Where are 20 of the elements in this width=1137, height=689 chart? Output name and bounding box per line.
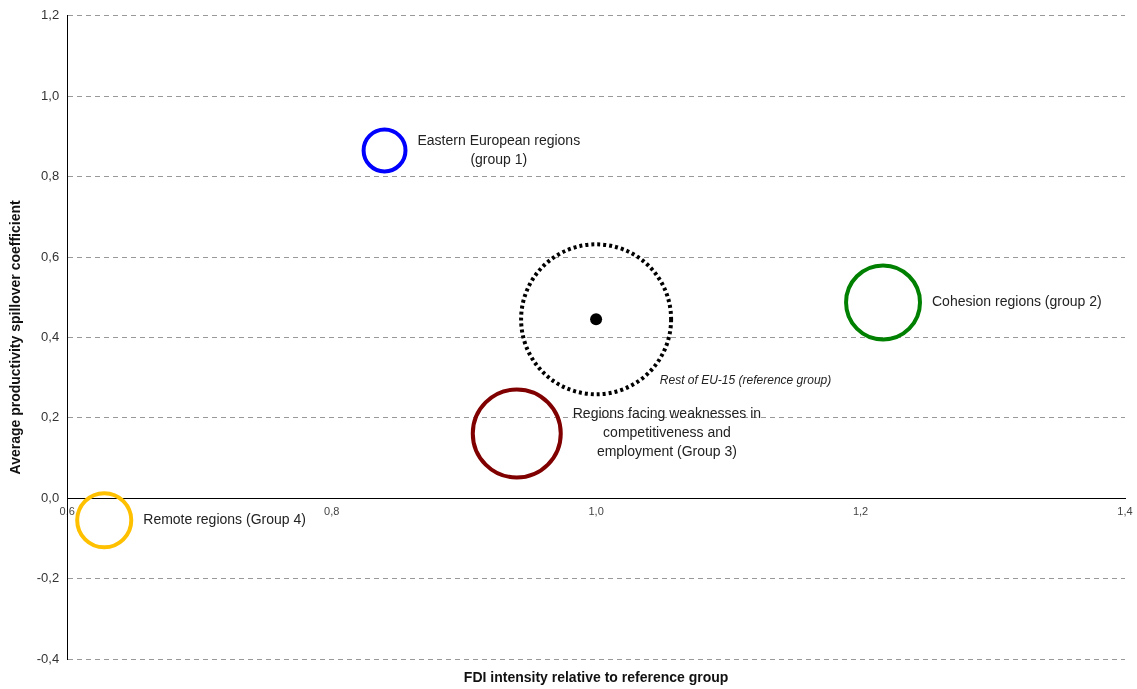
x-tick-label: 1,2 bbox=[852, 504, 869, 517]
y-tick-label: 0,4 bbox=[41, 328, 60, 344]
y-tick-label: 0,0 bbox=[41, 489, 60, 505]
series-label: Regions facing weaknesses in competitiveness and employment (Group 3) bbox=[572, 405, 762, 460]
x-tick-label: 1,4 bbox=[1117, 504, 1133, 517]
y-tick-label: -0,2 bbox=[36, 570, 60, 586]
x-tick-label: 1,0 bbox=[588, 504, 604, 517]
series-label: Eastern European regions (group 1) bbox=[417, 131, 581, 167]
series-label: Remote regions (Group 4) bbox=[143, 511, 306, 528]
y-tick-label: 1,0 bbox=[41, 87, 60, 103]
series-label: Cohesion regions (group 2) bbox=[932, 293, 1102, 310]
x-axis-title: FDI intensity relative to reference group bbox=[463, 668, 729, 685]
y-axis-title: Average productivity spillover coefficient bbox=[7, 200, 24, 475]
y-tick-label: 0,2 bbox=[41, 409, 60, 425]
y-tick-label: 1,2 bbox=[41, 7, 60, 23]
y-tick-label: 0,8 bbox=[41, 168, 60, 184]
x-tick-label: 0,8 bbox=[324, 504, 340, 517]
y-tick-label: -0,4 bbox=[36, 650, 60, 666]
y-tick-label: 0,6 bbox=[41, 248, 60, 264]
series-label: Rest of EU-15 (reference group) bbox=[659, 373, 832, 388]
